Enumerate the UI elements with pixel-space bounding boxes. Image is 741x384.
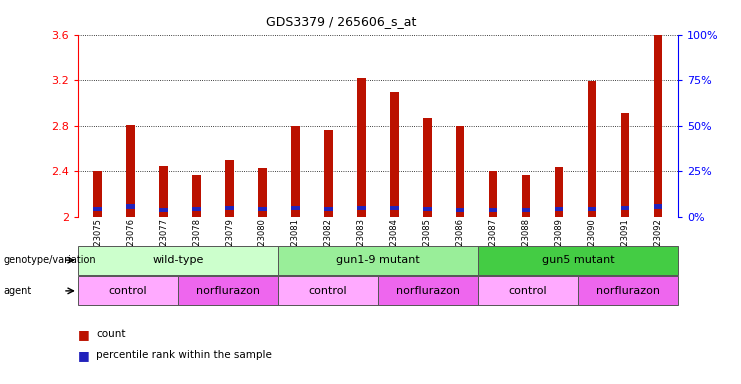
Bar xyxy=(555,207,563,211)
Bar xyxy=(127,125,135,217)
Bar xyxy=(93,207,102,211)
Bar xyxy=(78,246,278,275)
Bar xyxy=(159,166,167,217)
Text: GDS3379 / 265606_s_at: GDS3379 / 265606_s_at xyxy=(266,15,416,28)
Text: gun5 mutant: gun5 mutant xyxy=(542,255,614,265)
Bar xyxy=(654,35,662,217)
Bar xyxy=(193,175,201,217)
Text: genotype/variation: genotype/variation xyxy=(4,255,96,265)
Bar xyxy=(357,205,365,210)
Bar xyxy=(578,276,678,305)
Bar xyxy=(178,276,278,305)
Bar xyxy=(278,276,378,305)
Bar xyxy=(478,246,678,275)
Bar xyxy=(489,171,497,217)
Bar xyxy=(78,276,178,305)
Bar xyxy=(93,171,102,217)
Text: count: count xyxy=(96,329,126,339)
Text: control: control xyxy=(308,286,348,296)
Bar xyxy=(621,205,629,210)
Bar xyxy=(456,208,465,212)
Bar xyxy=(193,207,201,211)
Text: agent: agent xyxy=(4,286,32,296)
Bar xyxy=(423,118,431,217)
Bar xyxy=(654,204,662,209)
Bar xyxy=(291,126,299,217)
Bar xyxy=(489,208,497,212)
Bar xyxy=(555,167,563,217)
Text: norflurazon: norflurazon xyxy=(596,286,660,296)
Bar xyxy=(127,204,135,209)
Bar xyxy=(291,205,299,210)
Bar xyxy=(225,160,233,217)
Text: norflurazon: norflurazon xyxy=(196,286,260,296)
Text: gun1-9 mutant: gun1-9 mutant xyxy=(336,255,420,265)
Bar xyxy=(456,126,465,217)
Bar xyxy=(478,276,578,305)
Bar xyxy=(278,246,478,275)
Bar xyxy=(357,78,365,217)
Bar xyxy=(391,91,399,217)
Text: control: control xyxy=(508,286,548,296)
Bar xyxy=(588,207,597,211)
Bar xyxy=(522,175,531,217)
Text: percentile rank within the sample: percentile rank within the sample xyxy=(96,350,272,360)
Bar xyxy=(159,208,167,212)
Text: ■: ■ xyxy=(78,349,90,362)
Bar xyxy=(522,208,531,212)
Bar xyxy=(259,207,267,211)
Bar xyxy=(378,276,478,305)
Bar xyxy=(325,130,333,217)
Bar xyxy=(423,207,431,211)
Text: norflurazon: norflurazon xyxy=(396,286,460,296)
Text: control: control xyxy=(108,286,147,296)
Text: ■: ■ xyxy=(78,328,90,341)
Bar xyxy=(391,205,399,210)
Bar xyxy=(588,81,597,217)
Bar xyxy=(621,113,629,217)
Bar xyxy=(259,168,267,217)
Bar xyxy=(225,205,233,210)
Text: wild-type: wild-type xyxy=(152,255,204,265)
Bar xyxy=(325,207,333,211)
